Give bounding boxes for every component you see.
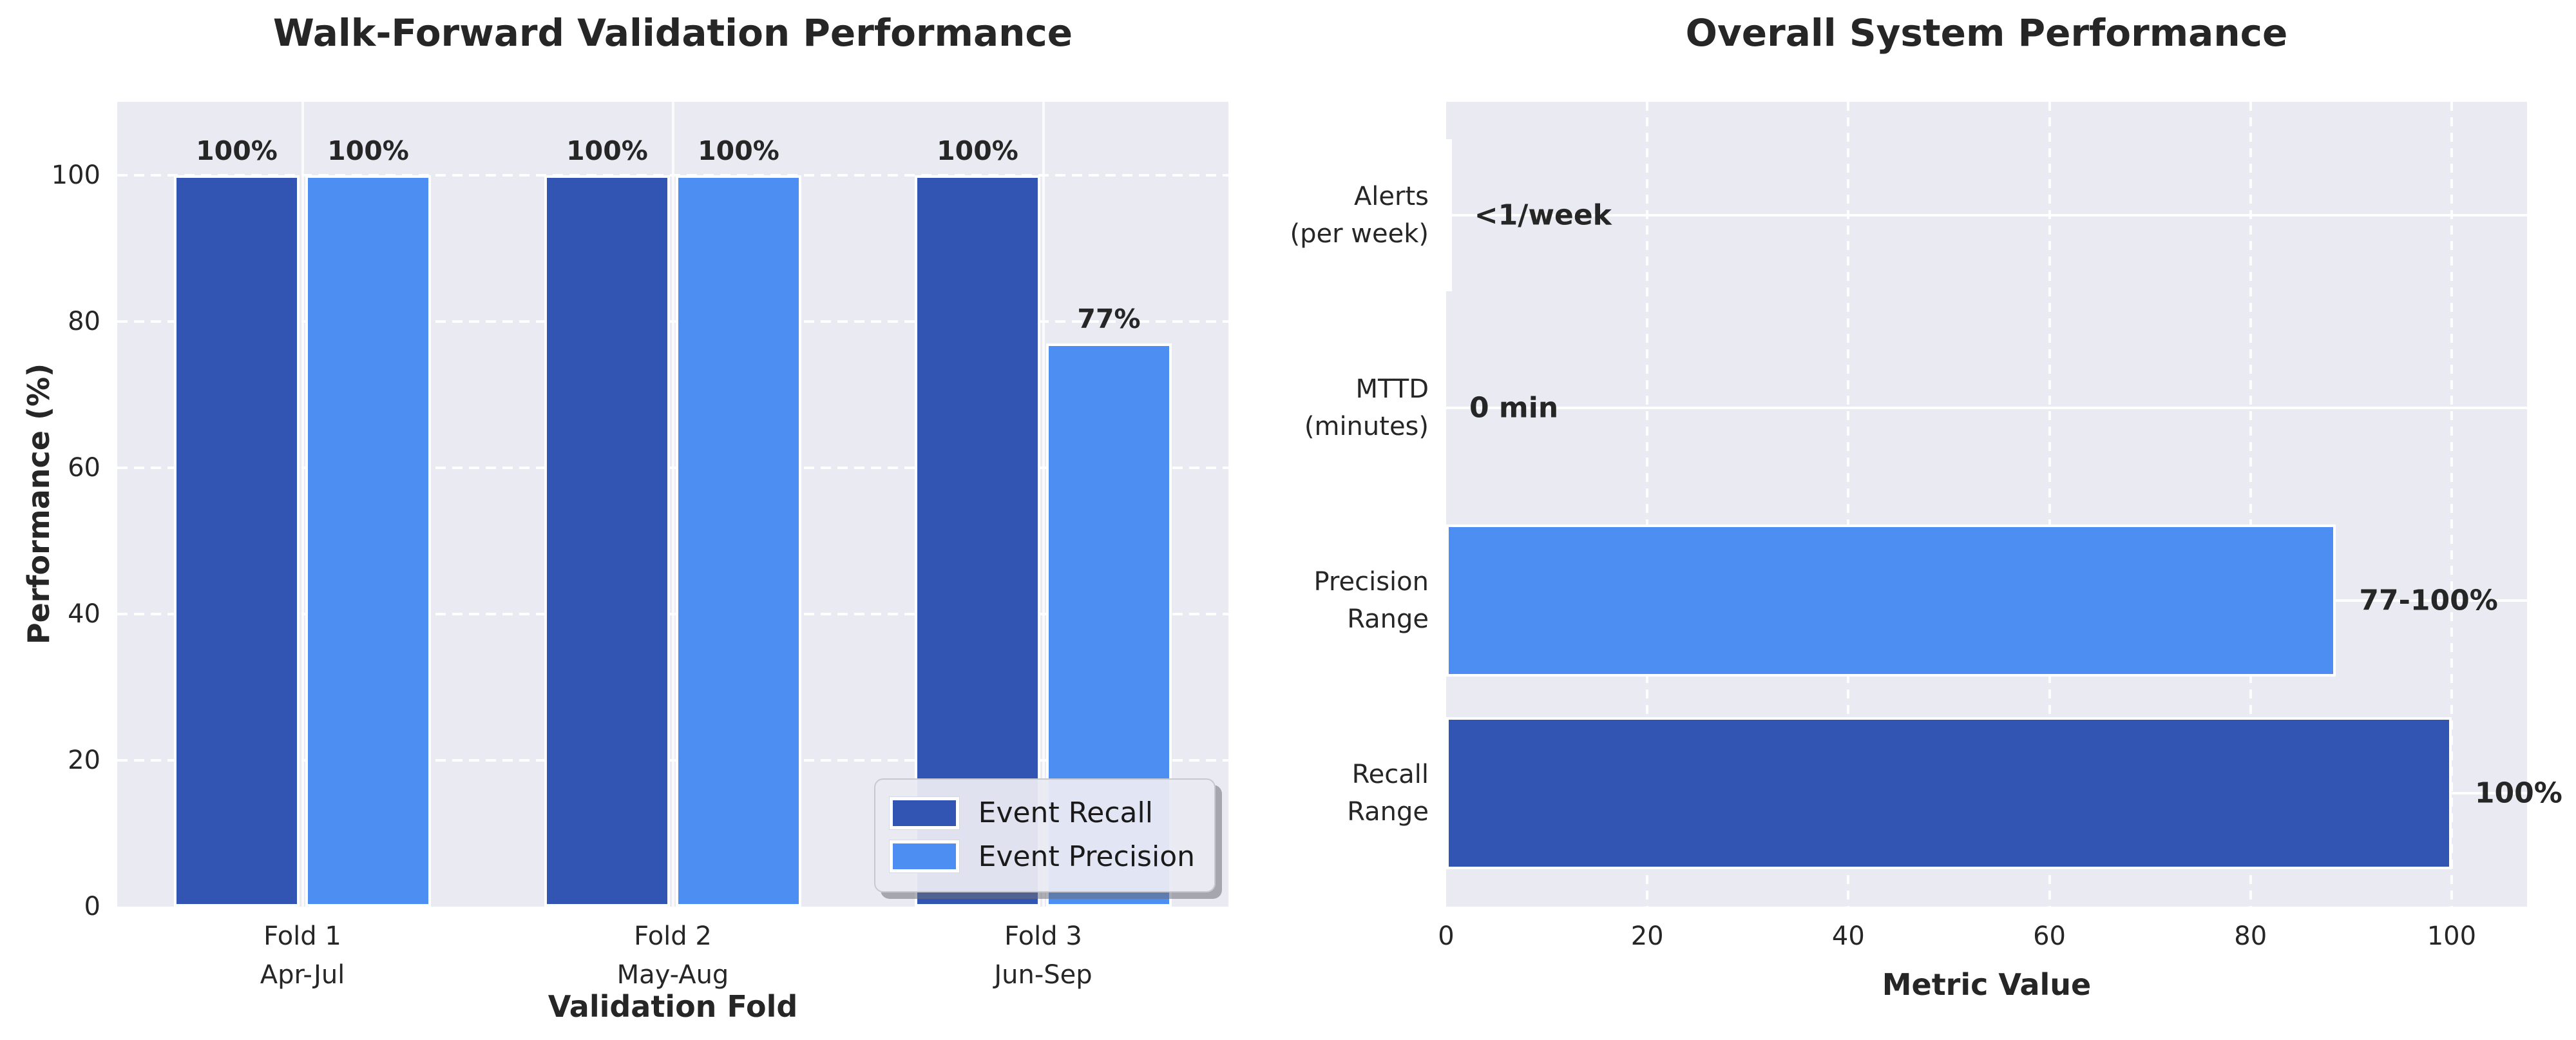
y-tick-60: 60 [68,452,100,483]
y-tick-20: 20 [68,745,100,775]
x-tick-fold2: Fold 2 May-Aug [616,921,729,990]
left-plot-area: Performance (%) Validation Fold Event Re… [21,102,1228,1024]
y-cat-row3: Precision Range [1313,567,1429,634]
gridline-x-20 [1646,102,1649,907]
y-tick-40: 40 [68,599,100,629]
right-x-axis-label: Metric Value [1882,967,2092,1002]
value-label-fold3-recall: 100% [937,135,1018,166]
gridline-x-60 [2048,102,2051,907]
gridline-x-fold2 [671,102,674,907]
left-chart-title: Walk-Forward Validation Performance [272,11,1073,55]
annotation-row2: 0 min [1469,391,1559,425]
annotation-row4: 100% [2474,776,2562,810]
y-tick-100: 100 [51,160,100,190]
y-cat-row1: Alerts (per week) [1290,182,1429,249]
value-label-fold2-recall: 100% [566,135,648,166]
legend-item-event-recall: Event Recall [889,794,1195,832]
y-cat-row4: Recall Range [1347,760,1429,827]
bar-event-recall-fold2 [544,175,670,907]
y-tick-80: 80 [68,306,100,336]
x-tick-20: 20 [1630,921,1664,951]
legend-label-event-precision: Event Precision [978,840,1195,873]
x-tick-60: 60 [2033,921,2066,951]
bar-event-recall-fold1 [174,175,300,907]
left-x-axis-label: Validation Fold [548,989,798,1024]
x-tick-0: 0 [1438,921,1455,951]
value-label-fold1-recall: 100% [196,135,278,166]
hbar-precision [1446,525,2336,677]
hbar-alerts [1446,139,1452,291]
gridline-x-100 [2450,102,2453,907]
y-cat-row2: MTTD (minutes) [1304,374,1429,441]
right-plot-area: Metric Value <1/week 0 min 77-100% 100% Aler… [1290,102,2562,1002]
value-label-fold2-precision: 100% [698,135,779,166]
x-tick-fold1: Fold 1 Apr-Jul [260,921,345,990]
legend-swatch-event-recall [889,796,959,829]
gridline-x-fold3 [1042,102,1045,907]
gridline-y-row1 [1446,214,2527,217]
annotation-row3: 77-100% [2359,584,2498,617]
legend-item-event-precision: Event Precision [889,838,1195,876]
gridline-x-80 [2249,102,2252,907]
gridline-y-row2 [1446,407,2527,409]
legend: Event Recall Event Precision [873,778,1216,892]
gridline-x-40 [1847,102,1850,907]
bar-event-precision-fold1 [305,175,431,907]
x-tick-80: 80 [2234,921,2267,951]
x-tick-fold3: Fold 3 Jun-Sep [994,921,1092,990]
legend-swatch-event-precision [889,840,959,873]
gridline-x-fold1 [301,102,304,907]
x-tick-40: 40 [1831,921,1865,951]
y-tick-0: 0 [84,892,100,921]
legend-label-event-recall: Event Recall [978,796,1153,830]
value-label-fold1-precision: 100% [327,135,409,166]
value-label-fold3-precision: 77% [1077,303,1141,334]
x-tick-100: 100 [2427,921,2477,951]
bar-event-precision-fold2 [676,175,801,907]
right-chart-title: Overall System Performance [1685,11,2288,55]
annotation-row1: <1/week [1474,198,1612,232]
hbar-recall [1446,717,2452,869]
